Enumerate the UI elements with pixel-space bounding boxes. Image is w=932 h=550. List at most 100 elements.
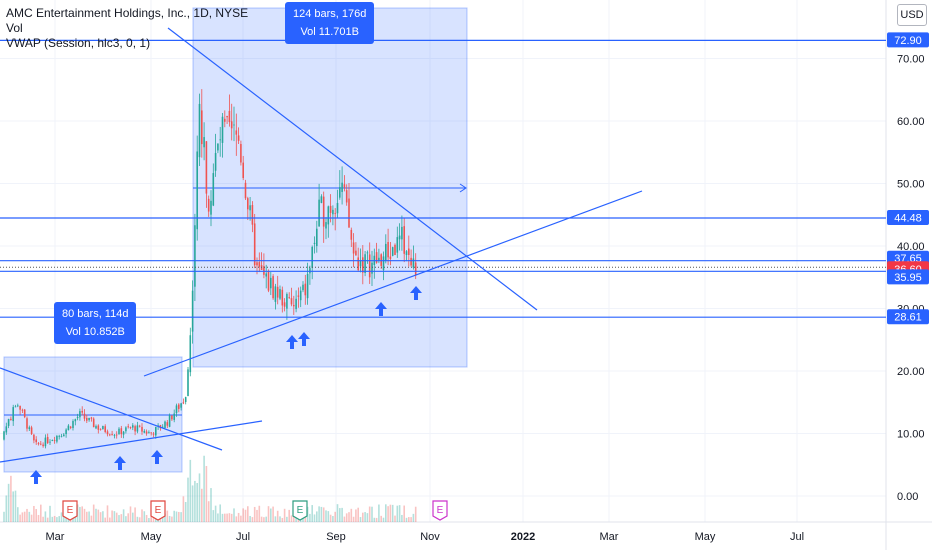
candle-body: [350, 229, 353, 240]
volume-bar: [5, 495, 8, 522]
volume-bar: [334, 511, 336, 522]
candle-body: [10, 418, 12, 420]
candle-body: [104, 426, 106, 432]
volume-bar: [302, 516, 304, 522]
candle-body: [109, 434, 111, 436]
candle-body: [290, 298, 293, 305]
volume-bar: [253, 506, 256, 522]
volume-bar: [230, 513, 233, 522]
vwap-indicator-label[interactable]: VWAP (Session, hlc3, 0, 1): [6, 36, 151, 50]
candle-body: [65, 429, 67, 435]
candle-body: [201, 110, 203, 145]
volume-bar: [276, 510, 279, 522]
y-tick-label: 20.00: [897, 366, 925, 378]
up-arrow-icon: [375, 302, 387, 316]
candle-body: [35, 439, 37, 443]
candle-body: [134, 426, 136, 432]
volume-bar: [30, 514, 33, 522]
candle-body: [212, 173, 215, 206]
volume-bar: [343, 516, 346, 522]
volume-indicator-label[interactable]: Vol: [6, 21, 23, 35]
candle-body: [3, 431, 5, 440]
candle-body: [194, 225, 196, 287]
up-arrow-icon: [286, 335, 298, 349]
volume-bar: [37, 514, 40, 522]
candle-body: [182, 402, 185, 404]
candle-body: [270, 277, 272, 289]
candle-body: [184, 397, 187, 403]
candle-body: [21, 409, 24, 411]
volume-bar: [145, 514, 148, 522]
candle-body: [28, 427, 31, 430]
volume-bar: [134, 507, 136, 522]
volume-bar: [309, 513, 311, 522]
candle-body: [207, 198, 210, 212]
x-tick-label: 2022: [511, 531, 535, 543]
candle-body: [205, 141, 208, 194]
volume-bar: [10, 475, 12, 522]
volume-bar: [198, 473, 201, 522]
candle-body: [180, 403, 182, 408]
candle-body: [196, 151, 198, 230]
candle-body: [368, 254, 371, 278]
volume-bar: [60, 512, 63, 522]
candle-body: [375, 252, 378, 263]
volume-bar: [132, 512, 134, 522]
volume-bar: [21, 512, 24, 522]
volume-bar: [104, 517, 106, 522]
candle-body: [99, 428, 102, 430]
candle-body: [295, 298, 297, 310]
volume-bar: [327, 511, 330, 522]
volume-bar: [258, 505, 261, 522]
candle-body: [58, 435, 60, 437]
volume-bar: [387, 506, 389, 522]
candle-body: [378, 257, 380, 261]
candle-body: [44, 437, 47, 447]
candle-body: [253, 223, 256, 266]
volume-bar: [212, 510, 215, 522]
volume-bar: [46, 517, 49, 522]
volume-bar: [279, 516, 281, 522]
candle-body: [235, 130, 238, 135]
earnings-badge: [292, 500, 308, 521]
candle-body: [219, 139, 221, 141]
volume-bar: [366, 513, 369, 522]
candle-body: [198, 103, 201, 158]
candle-body: [306, 273, 309, 299]
candle-body: [258, 262, 261, 267]
volume-bar: [49, 505, 51, 522]
candle-body: [115, 434, 118, 436]
volume-bar: [221, 513, 224, 522]
volume-bar: [86, 511, 88, 522]
volume-bar: [127, 513, 129, 522]
trend-lines: [0, 27, 643, 463]
trend-line: [167, 27, 538, 311]
chart-legend: AMC Entertainment Holdings, Inc., 1D, NY…: [6, 6, 248, 51]
volume-bar: [410, 517, 412, 522]
volume-bar: [214, 505, 217, 522]
candle-body: [92, 418, 95, 428]
currency-badge[interactable]: USD: [897, 4, 927, 26]
candle-body: [366, 252, 369, 254]
candle-body: [19, 405, 21, 410]
volume-bar: [240, 515, 242, 522]
volume-bar: [129, 506, 132, 522]
volume-bar: [359, 517, 362, 522]
candle-body: [81, 410, 83, 413]
candle-body: [302, 284, 304, 291]
volume-bar: [19, 514, 21, 522]
candle-body: [272, 276, 274, 299]
volume-bar: [341, 507, 343, 522]
candle-body: [410, 257, 412, 266]
volume-bar: [7, 483, 10, 522]
volume-bar: [182, 496, 185, 522]
candle-body: [332, 209, 334, 215]
volume-bar: [286, 516, 288, 522]
candle-body: [276, 286, 279, 298]
y-tick-label: 10.00: [897, 429, 925, 441]
candle-body: [49, 441, 51, 443]
candle-body: [173, 413, 175, 420]
symbol-title[interactable]: AMC Entertainment Holdings, Inc., 1D, NY…: [6, 6, 249, 20]
up-arrow-icon: [114, 456, 126, 470]
